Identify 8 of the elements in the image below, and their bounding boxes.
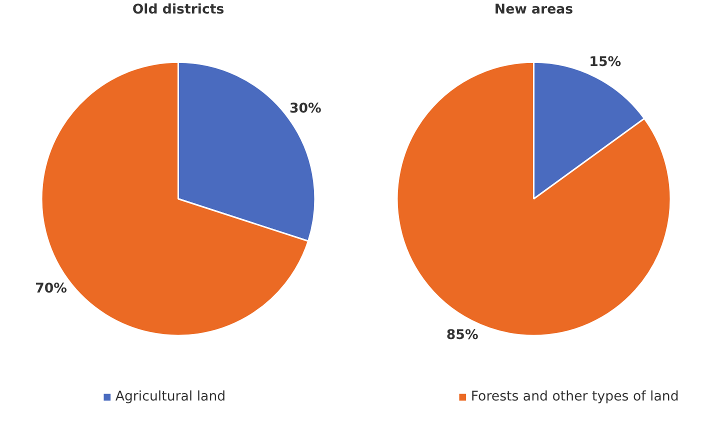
data-label: 70%: [35, 281, 67, 296]
legend-label: Agricultural land: [115, 390, 226, 405]
chart-title: New areas: [494, 2, 574, 18]
data-label: 30%: [290, 101, 322, 116]
legend-label: Forests and other types of land: [470, 390, 679, 405]
chart-title: Old districts: [132, 2, 224, 18]
data-label: 15%: [589, 54, 622, 70]
data-label: 85%: [446, 328, 478, 343]
